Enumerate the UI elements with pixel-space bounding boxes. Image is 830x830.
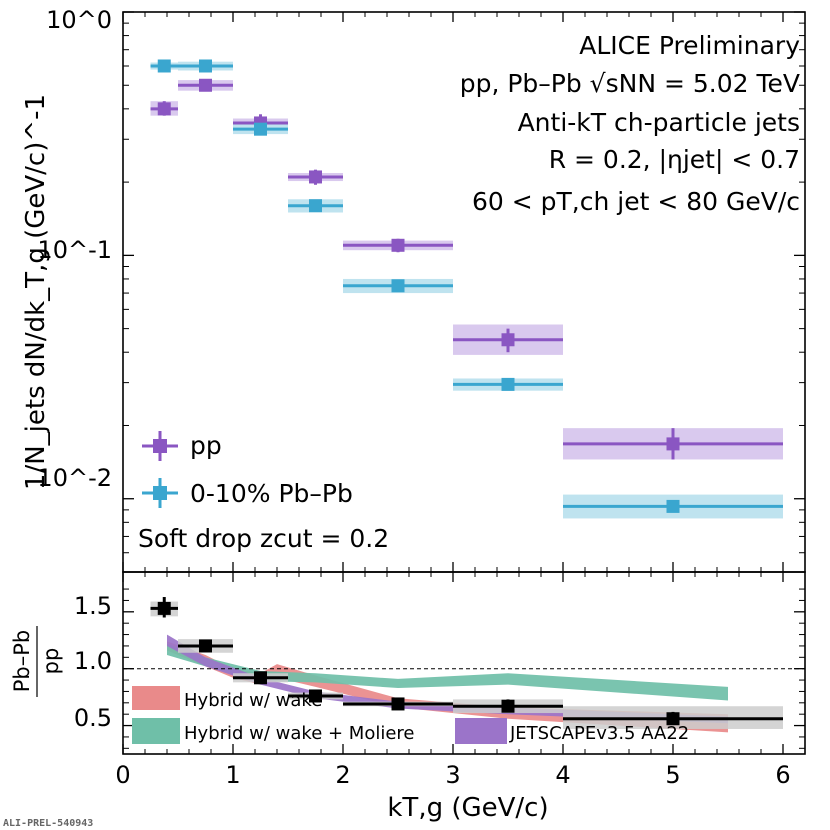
axis-ticks	[122, 11, 805, 754]
ratio-ylabel-numerator: Pb–Pb	[10, 630, 34, 693]
ratio-marker-4	[391, 697, 405, 711]
xtick-label-1: 1	[225, 761, 240, 789]
ratio-data-points	[150, 597, 783, 726]
top-data-points	[150, 59, 783, 513]
xtick-label-2: 2	[335, 761, 350, 789]
ratio-marker-1	[199, 639, 212, 653]
ratio-marker-2	[254, 671, 267, 685]
x-axis-label: kT,g (GeV/c)	[387, 793, 548, 823]
ratio-ylabel-denominator: pp	[39, 648, 63, 675]
pbpb-marker-2	[254, 122, 267, 136]
legend-pp-marker	[142, 431, 178, 461]
ratio-plot-frame	[122, 571, 806, 755]
legend-jetscape-label: JETSCAPEv3.5 AA22	[509, 723, 689, 744]
xtick-label-0: 0	[115, 761, 130, 789]
legend-hybrid-wake-swatch	[132, 686, 180, 710]
ratio-y-axis-label: Pb–Pb pp	[10, 626, 63, 697]
pp-marker-0	[157, 102, 171, 116]
pp-marker-6	[666, 437, 680, 451]
annotation-jets: Anti-kT ch-particle jets	[518, 108, 800, 137]
pp-marker-1	[199, 78, 212, 92]
pp-marker-4	[391, 238, 405, 252]
annotation-pt: 60 < pT,ch jet < 80 GeV/c	[472, 187, 800, 216]
annotation-system: pp, Pb–Pb √sNN = 5.02 TeV	[460, 69, 800, 98]
top-y-axis-label: 1/N_jets dN/dk_T,g (GeV/c)^-1	[21, 94, 51, 490]
legend-pbpb-label: 0-10% Pb–Pb	[190, 479, 353, 508]
xtick-label-3: 3	[445, 761, 460, 789]
ratio-legend: Hybrid w/ wake Hybrid w/ wake + Moliere …	[132, 686, 689, 744]
ytick-label-ratio-0: 0.5	[74, 704, 112, 732]
ytick-label-ratio-2: 1.5	[74, 592, 112, 620]
legend-jetscape-swatch	[455, 718, 507, 744]
pp-marker-5	[501, 333, 515, 347]
model-band-1	[167, 643, 728, 701]
legend-square	[153, 486, 167, 500]
legend-pbpb-marker	[142, 478, 178, 508]
legend-pp-label: pp	[190, 431, 222, 460]
pbpb-marker-3	[309, 199, 322, 213]
annotation-alice: ALICE Preliminary	[579, 31, 800, 60]
pbpb-marker-1	[199, 59, 212, 73]
legend-hybrid-moliere-swatch	[132, 718, 180, 744]
pbpb-marker-4	[391, 279, 405, 293]
legend-hybrid-wake-label: Hybrid w/ wake	[184, 690, 322, 711]
xtick-label-5: 5	[665, 761, 680, 789]
pbpb-marker-0	[157, 59, 171, 73]
pbpb-marker-5	[501, 377, 515, 391]
xtick-label-6: 6	[775, 761, 790, 789]
ytick-label-top-2: 10^-2	[37, 464, 112, 492]
legend-square	[153, 439, 167, 453]
legend-hybrid-moliere-label: Hybrid w/ wake + Moliere	[184, 723, 415, 744]
ratio-marker-6	[666, 712, 680, 726]
annotation-radius: R = 0.2, |ηjet| < 0.7	[549, 145, 800, 174]
ratio-marker-0	[157, 601, 171, 615]
legend: pp 0-10% Pb–Pb	[142, 431, 353, 508]
preliminary-id: ALI-PREL-540943	[3, 818, 93, 829]
xtick-label-4: 4	[555, 761, 570, 789]
ytick-label-ratio-1: 1.0	[74, 647, 112, 675]
ratio-marker-5	[501, 699, 515, 713]
ytick-label-top-1: 10^-1	[37, 236, 112, 264]
pp-marker-3	[309, 170, 322, 184]
pbpb-marker-6	[666, 499, 680, 513]
ytick-label-top-0: 10^0	[46, 6, 112, 34]
ratio-marker-3	[309, 689, 322, 703]
annotation-softdrop: Soft drop zcut = 0.2	[138, 524, 389, 553]
